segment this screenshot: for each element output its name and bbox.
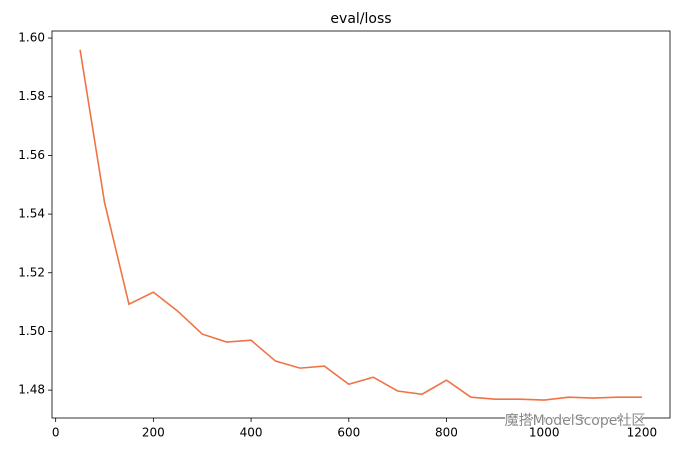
y-tick-label: 1.56 bbox=[18, 148, 45, 162]
watermark: 魔搭ModelScope社区 bbox=[505, 413, 646, 429]
x-tick-label: 800 bbox=[435, 426, 458, 440]
x-tick-label: 200 bbox=[142, 426, 165, 440]
plot-frame bbox=[51, 30, 671, 419]
x-tick-label: 400 bbox=[240, 426, 263, 440]
y-tick-label: 1.60 bbox=[18, 31, 45, 45]
x-tick-label: 0 bbox=[52, 426, 60, 440]
x-tick-label: 600 bbox=[337, 426, 360, 440]
y-tick-label: 1.54 bbox=[18, 207, 45, 221]
y-tick-label: 1.52 bbox=[18, 265, 45, 279]
y-tick-label: 1.48 bbox=[18, 383, 45, 397]
x-tick-label: 1200 bbox=[627, 426, 658, 440]
x-tick-label: 1000 bbox=[529, 426, 560, 440]
line bbox=[79, 49, 642, 401]
chart-title: eval/loss bbox=[330, 11, 391, 27]
y-tick-label: 1.50 bbox=[18, 324, 45, 338]
y-tick-label: 1.58 bbox=[18, 89, 45, 103]
